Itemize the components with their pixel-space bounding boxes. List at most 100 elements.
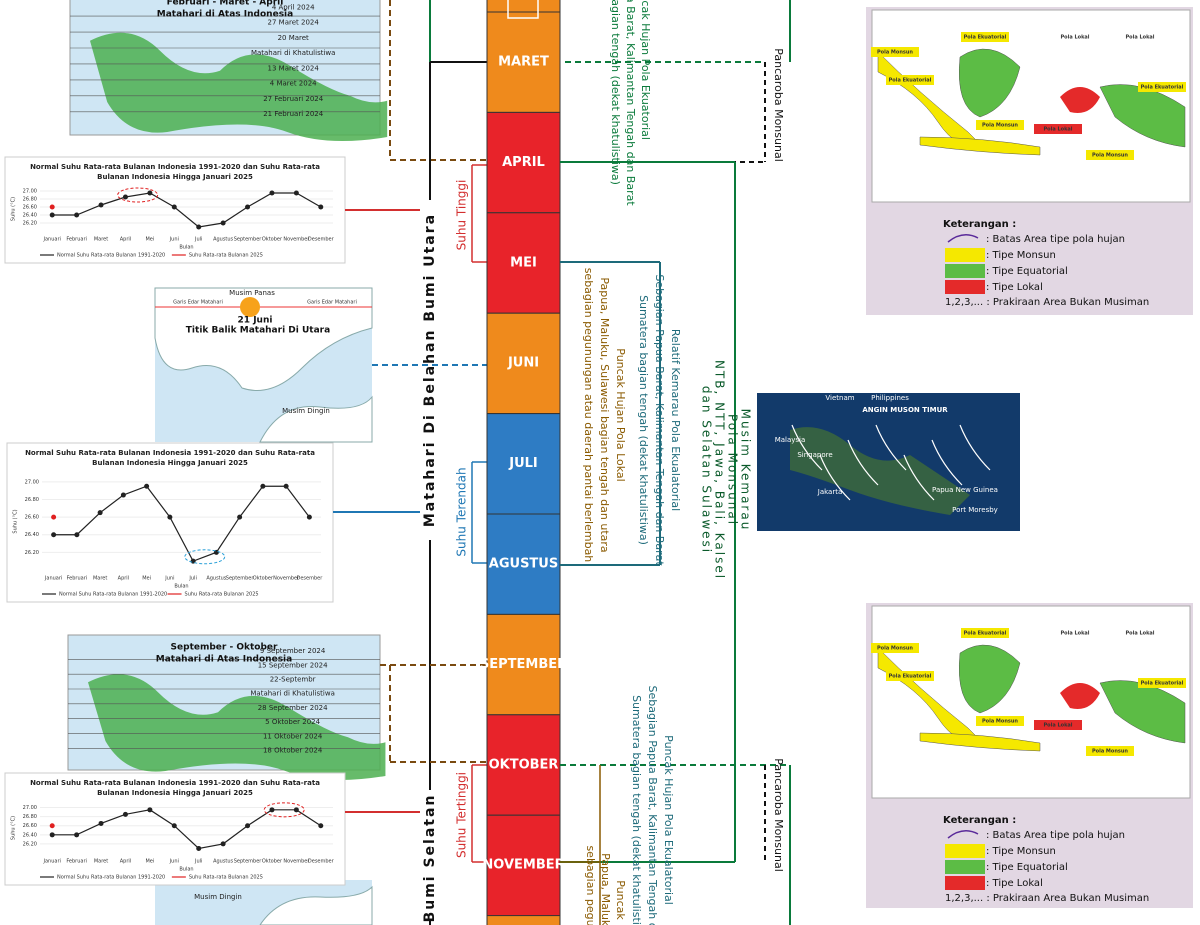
month-block <box>486 0 561 13</box>
label: Keterangan : <box>943 219 1016 230</box>
label: Suhu Tinggi <box>455 180 469 251</box>
label: Papua New Guinea <box>932 486 998 494</box>
wind-arrow <box>819 454 851 501</box>
label: Bulan <box>174 584 188 590</box>
label: 26.60 <box>25 515 39 521</box>
label: Normal Suhu Rata-rata Bulanan 1991-2020 <box>57 253 165 259</box>
label: 26.20 <box>23 221 37 227</box>
label: Suhu (°C) <box>13 509 19 533</box>
label: Pancaroba Monsunal <box>772 758 785 872</box>
label-bg <box>1051 628 1099 638</box>
label: Februari - Maret - April <box>167 0 284 8</box>
label: Sebagian Papua Barat, Kalimantan Tengah … <box>653 274 666 566</box>
label: Jakarta <box>817 488 843 496</box>
label: Januari <box>43 237 61 243</box>
point <box>51 532 57 538</box>
label-bg <box>421 790 439 920</box>
island <box>1060 683 1100 709</box>
label: Pola Ekuatorial <box>1141 681 1184 687</box>
point <box>147 807 153 813</box>
label: 28 September 2024 <box>258 704 328 712</box>
label: Pola Lokal <box>1044 723 1073 729</box>
label: ANGIN MUSON TIMUR <box>862 406 948 414</box>
month-block <box>486 212 561 314</box>
label: Suhu (°C) <box>11 197 17 221</box>
icon <box>507 0 539 19</box>
label-bg <box>1051 32 1099 42</box>
label-bg <box>1116 628 1164 638</box>
label: September <box>234 237 263 243</box>
point <box>122 194 128 200</box>
label: Suhu Terendah <box>455 467 469 556</box>
label: Bumi Selatan <box>422 794 438 923</box>
label: Pola Monsunal <box>726 414 740 526</box>
point <box>196 224 202 230</box>
point <box>293 807 299 813</box>
point <box>245 204 251 210</box>
point <box>51 514 57 520</box>
label: Januari <box>44 576 62 582</box>
land <box>259 885 373 925</box>
label: Sumatera bagian tengah (dekat khatulisti… <box>630 695 643 925</box>
island <box>1099 680 1186 744</box>
label: 26.40 <box>23 832 37 838</box>
wind-arrow <box>931 439 963 486</box>
label: : Batas Area tipe pola hujan <box>986 830 1125 841</box>
label: Normal Suhu Rata-rata Bulanan Indonesia … <box>30 779 320 787</box>
point <box>98 202 104 208</box>
label: 4 April 2024 <box>272 3 315 11</box>
land <box>790 427 970 515</box>
label: Sebagian Papua Barat, Kalimantan Tengah … <box>624 0 637 206</box>
point <box>220 220 226 226</box>
label: Mei <box>145 237 154 243</box>
wind-arrow <box>959 424 991 471</box>
label-bg <box>976 120 1024 130</box>
point <box>120 492 126 498</box>
label: Pola Lokal <box>1044 127 1073 133</box>
label: Singapore <box>797 451 832 459</box>
point <box>283 483 289 489</box>
highlight <box>263 802 305 818</box>
chart-frame <box>4 772 346 886</box>
label: Musim Kemarau <box>739 409 753 532</box>
label: Pola Lokal <box>1061 631 1090 637</box>
label: April <box>118 576 129 582</box>
island <box>919 136 1041 156</box>
label: sebagian pegunung <box>584 845 597 925</box>
label-bg <box>1138 678 1186 688</box>
point <box>237 514 243 520</box>
label: 1,2,3,... : Prakiraan Area Bukan Musiman <box>945 297 1149 308</box>
label: November <box>283 237 310 243</box>
highlight <box>117 187 159 203</box>
point <box>269 807 275 813</box>
label: 27 Februari 2024 <box>263 95 324 103</box>
label: 27.00 <box>23 805 37 811</box>
label: APRIL <box>502 155 545 170</box>
point <box>306 514 312 520</box>
label: Pola Ekuatorial <box>964 631 1007 637</box>
label: : Tipe Equatorial <box>986 266 1068 277</box>
label: Suhu (°C) <box>11 816 17 840</box>
label: Bulan <box>179 245 193 251</box>
point <box>171 204 177 210</box>
legend-swatch <box>945 860 985 874</box>
point <box>167 514 173 520</box>
legend-swatch <box>947 234 979 243</box>
label: 5 Oktober 2024 <box>265 718 320 726</box>
label: MEI <box>510 255 537 270</box>
land <box>88 674 386 780</box>
label: Titik Balik Matahari Di Utara <box>186 326 330 336</box>
label: Keterangan : <box>943 815 1016 826</box>
point <box>97 510 103 516</box>
point <box>147 190 153 196</box>
highlight <box>184 549 226 565</box>
label: Papua, Maluku, Sulawesi bagian tengah da… <box>598 277 611 552</box>
legend-swatch <box>945 280 985 294</box>
label-bg <box>886 75 934 85</box>
label-bg <box>886 671 934 681</box>
label: Desember <box>296 576 323 582</box>
label: Bulan <box>179 867 193 873</box>
label: Relatif Kemarau Pola Ekualatorial <box>669 329 682 511</box>
wind-arrow <box>847 439 879 486</box>
label: Pola Ekuatorial <box>1141 85 1184 91</box>
